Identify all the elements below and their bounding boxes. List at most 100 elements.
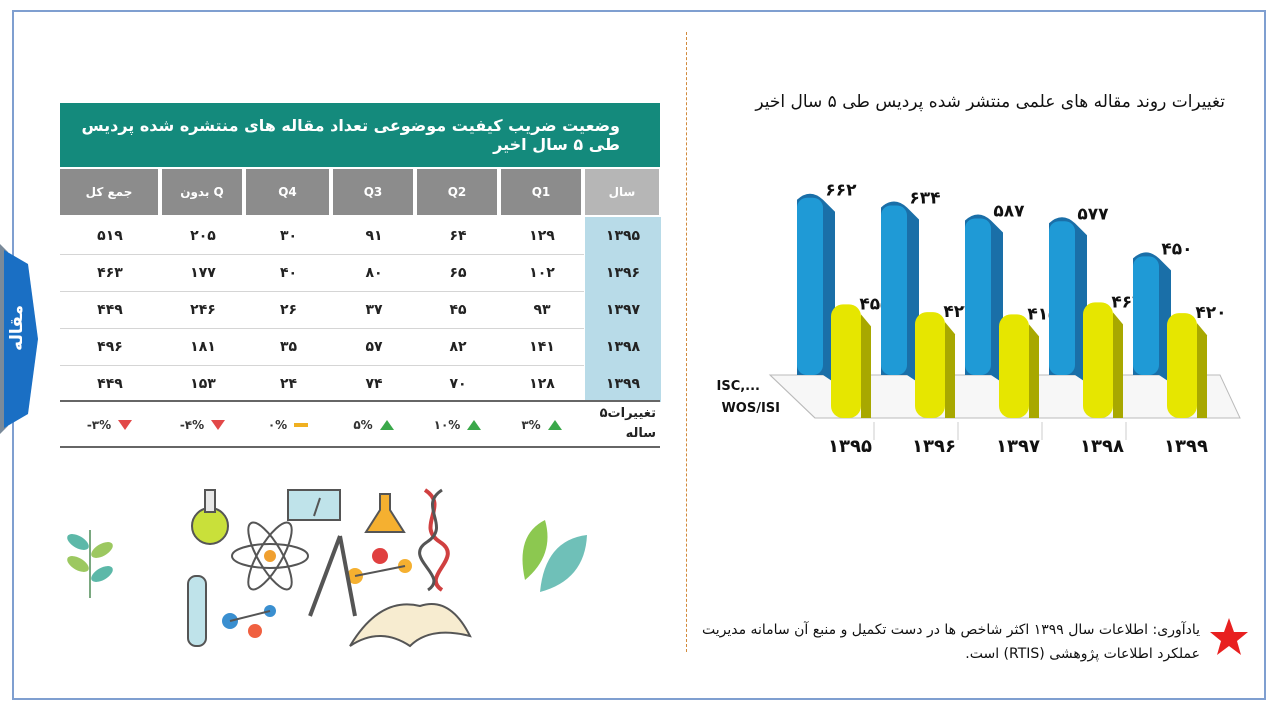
change-cell: -۳%: [60, 408, 160, 442]
data-label: ۴۲۰: [1195, 303, 1226, 323]
table-cell: ۶۴: [449, 227, 467, 244]
leaf-icon: [67, 530, 113, 598]
triangle-up-icon: [379, 420, 394, 430]
table-divider: [60, 400, 660, 402]
bar-isc: [1083, 302, 1113, 418]
change-value: ۰%: [267, 418, 288, 432]
change-value: -۳%: [86, 418, 112, 432]
dash-icon: [294, 423, 309, 427]
row-line: [60, 365, 584, 366]
table-cell: ۹۱: [365, 227, 383, 244]
change-label: تغییرات۵ ساله: [599, 406, 656, 441]
table-cell: ۲۴۶: [190, 301, 216, 318]
table-cell: ۱۲۹: [529, 227, 555, 244]
star-icon: [1210, 618, 1248, 655]
triangle-up-icon: [547, 420, 562, 430]
change-value: ۵%: [353, 418, 373, 432]
change-cell: -۴%: [162, 408, 244, 442]
row-line: [60, 328, 584, 329]
column-header: Q3: [333, 169, 413, 215]
change-cell: ۵%: [333, 408, 415, 442]
science-illustration: [187, 488, 472, 648]
year-cell: ۱۳۹۵: [585, 217, 661, 255]
year-cell: ۱۳۹۷: [585, 291, 661, 329]
row-line: [60, 291, 584, 292]
table-cell: ۴۴۹: [97, 375, 123, 392]
bar-isc: [831, 304, 861, 418]
table-cell: ۹۳: [533, 301, 551, 318]
table-cell: ۴۹۶: [97, 338, 123, 355]
year-cell: ۱۳۹۹: [585, 365, 661, 403]
table-cell: ۳۷: [365, 301, 383, 318]
x-tick-label: ۱۳۹۹: [1164, 436, 1208, 457]
bar-isc: [915, 312, 945, 418]
table-cell: ۲۴: [279, 375, 298, 392]
triangle-up-icon: [467, 420, 482, 430]
table-cell: ۷۰: [449, 375, 467, 392]
change-cell: ۳%: [501, 408, 583, 442]
side-tab-label[interactable]: مقاله: [7, 305, 27, 351]
table-cell: ۱۰۲: [529, 264, 555, 281]
column-header: بدون Q: [162, 169, 242, 215]
x-tick-label: ۱۳۹۷: [996, 436, 1040, 457]
bar-side: [1197, 323, 1207, 418]
table-cell: ۸۰: [365, 264, 383, 281]
x-tick-label: ۱۳۹۶: [912, 436, 956, 457]
table-cell: ۶۵: [449, 264, 467, 281]
bar-wos: [797, 197, 823, 375]
bar-wos: [1049, 221, 1075, 375]
bar-side: [861, 314, 871, 418]
chart-title: تغییرات روند مقاله های علمی منتشر شده پر…: [755, 92, 1225, 112]
data-label: ۵۷۷: [1077, 204, 1109, 224]
bar-isc: [1167, 313, 1197, 418]
column-header: Q2: [417, 169, 497, 215]
year-cell: ۱۳۹۶: [585, 254, 661, 292]
table-bottom-line: [60, 446, 660, 448]
x-tick-label: ۱۳۹۸: [1080, 436, 1124, 457]
table-cell: ۴۶۳: [97, 264, 123, 281]
bar-side: [1113, 312, 1123, 418]
legend-isc: ISC,...: [717, 379, 761, 394]
table-cell: ۳۰: [279, 227, 298, 244]
change-value: ۱۰%: [433, 418, 461, 432]
table-cell: ۳۵: [279, 338, 298, 355]
data-label: ۴۵۰: [1161, 239, 1192, 259]
data-label: ۵۸۷: [993, 201, 1025, 221]
table-cell: ۴۰: [279, 264, 298, 281]
table-cell: ۸۲: [449, 338, 467, 355]
bar-chart: ۶۶۲۴۵۵۱۳۹۵۶۳۴۴۲۴۱۳۹۶۵۸۷۴۱۵۱۳۹۷۵۷۷۴۶۳۱۳۹۸…: [717, 181, 1241, 457]
row-line: [60, 254, 584, 255]
leaf-icon: [522, 520, 587, 592]
bar-side: [1029, 324, 1039, 418]
table-cell: ۷۴: [365, 375, 383, 392]
column-header: سال: [585, 169, 659, 215]
change-value: -۴%: [179, 418, 205, 432]
change-cell: ۱۰%: [417, 408, 499, 442]
table-title: وضعیت ضریب کیفیت موضوعی تعداد مقاله های …: [60, 103, 660, 167]
bar-isc: [999, 314, 1029, 418]
table-cell: ۴۵: [449, 301, 467, 318]
table-cell: ۱۸۱: [190, 338, 216, 355]
change-cell: ۰%: [246, 408, 331, 442]
bar-side: [945, 322, 955, 418]
data-label: ۶۳۴: [909, 188, 940, 208]
divider-line: [686, 32, 687, 652]
bar-wos: [1133, 256, 1159, 375]
table-cell: ۱۴۱: [529, 338, 555, 355]
bar-wos: [965, 218, 991, 375]
data-label: ۶۶۲: [825, 181, 857, 201]
year-cell: ۱۳۹۸: [585, 328, 661, 366]
column-header: Q4: [246, 169, 329, 215]
table-cell: ۱۲۸: [529, 375, 555, 392]
table-cell: ۲۰۵: [190, 227, 216, 244]
column-header: Q1: [501, 169, 581, 215]
column-header: جمع کل: [60, 169, 158, 215]
triangle-down-icon: [211, 420, 226, 430]
table-cell: ۴۴۹: [97, 301, 123, 318]
chart-floor-edge: [769, 374, 816, 419]
table-cell: ۲۶: [279, 301, 298, 318]
side-tab-shape: [0, 244, 38, 434]
table-cell: ۵۷: [365, 338, 383, 355]
change-value: ۳%: [521, 418, 541, 432]
legend-wos: WOS/ISI: [721, 401, 780, 416]
